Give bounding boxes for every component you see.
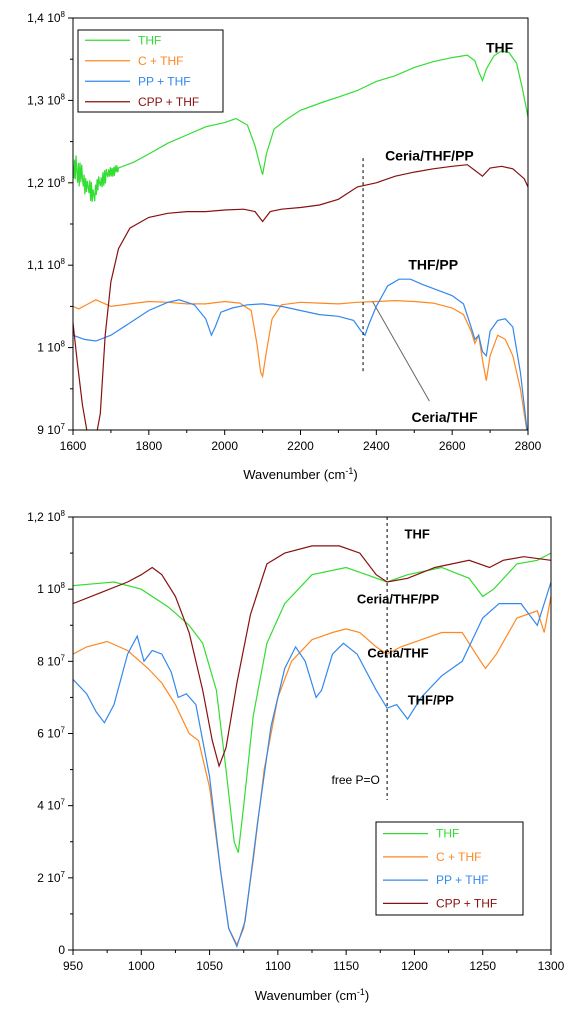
x-tick-label: 2000 (211, 439, 238, 453)
y-tick-label: 2 107 (37, 870, 65, 885)
annotation-label: THF/PP (408, 693, 455, 708)
x-axis-label: Wavenumber (cm-1) (255, 987, 369, 1003)
x-tick-label: 1800 (135, 439, 162, 453)
x-tick-label: 1100 (265, 959, 291, 973)
x-tick-label: 1600 (60, 439, 87, 453)
x-tick-label: 2200 (287, 439, 314, 453)
y-tick-label: 1,2 108 (27, 509, 65, 524)
legend-label: PP + THF (138, 74, 191, 88)
legend: THF C + THF PP + THF CPP + THF (77, 29, 224, 113)
x-tick-label: 1200 (401, 959, 428, 973)
y-tick-label: 8 107 (37, 653, 65, 668)
legend-label: C + THF (138, 54, 183, 68)
y-tick-label: 6 107 (37, 726, 65, 741)
legend-label: CPP + THF (436, 896, 497, 910)
y-tick-label: 1,2 108 (27, 175, 65, 190)
series-line-pp-thf (73, 278, 528, 430)
x-tick-label: 1150 (333, 959, 359, 973)
series-line-thf (73, 552, 551, 853)
legend-label: C + THF (436, 850, 481, 864)
y-tick-label: 9 107 (37, 422, 65, 437)
x-tick-label: 1050 (196, 959, 223, 973)
chart-1: 1600 1800 2000 2200 2400 2600 2800 9 107 1 108 1,… (27, 10, 541, 482)
series-line-cpp-thf (73, 545, 551, 768)
y-tick-label: 4 107 (37, 798, 65, 813)
x-axis-label: Wavenumber (cm-1) (243, 466, 357, 482)
y-tick-label: 1,4 108 (27, 10, 65, 25)
legend: THF C + THF PP + THF CPP + THF (375, 821, 524, 916)
legend-label: THF (138, 33, 161, 47)
series-line-cpp-thf (73, 164, 528, 430)
x-tick-label: 2800 (515, 439, 542, 453)
y-tick-label: 1,3 108 (27, 92, 65, 107)
legend-box (375, 821, 524, 916)
annotation-label: Ceria/THF/PP (357, 592, 440, 607)
series-line-pp-thf (73, 581, 551, 949)
series-line-c-thf (73, 299, 528, 430)
y-tick-label: 0 (58, 943, 65, 957)
legend-label: PP + THF (436, 873, 489, 887)
y-tick-label: 1,1 108 (27, 257, 65, 272)
x-tick-label: 2600 (439, 439, 466, 453)
annotation-leader-line (372, 301, 430, 402)
annotation-label: Ceria/THF/PP (385, 148, 474, 164)
series-line-c-thf (73, 596, 551, 947)
annotation-label: THF/PP (408, 256, 458, 272)
series-line-thf (73, 50, 528, 202)
chart-2: 950 1000 1050 1100 1150 1200 1250 1300 0 2 107 4 1… (27, 509, 564, 1003)
x-tick-label: 950 (63, 959, 83, 973)
x-tick-label: 1250 (469, 959, 496, 973)
y-tick-label: 1 108 (37, 581, 65, 596)
legend-label: CPP + THF (138, 95, 199, 109)
x-tick-label: 1000 (128, 959, 155, 973)
annotation-label: Ceria/THF (412, 409, 479, 425)
annotation-label: THF (486, 40, 514, 56)
legend-box (77, 29, 224, 113)
x-tick-label: 2400 (363, 439, 390, 453)
annotation-label: free P=O (332, 773, 380, 787)
annotation-label: Ceria/THF (367, 646, 428, 661)
y-tick-label: 1 108 (37, 340, 65, 355)
x-tick-label: 1300 (538, 959, 565, 973)
annotation-label: THF (405, 527, 430, 542)
legend-label: THF (436, 827, 459, 841)
